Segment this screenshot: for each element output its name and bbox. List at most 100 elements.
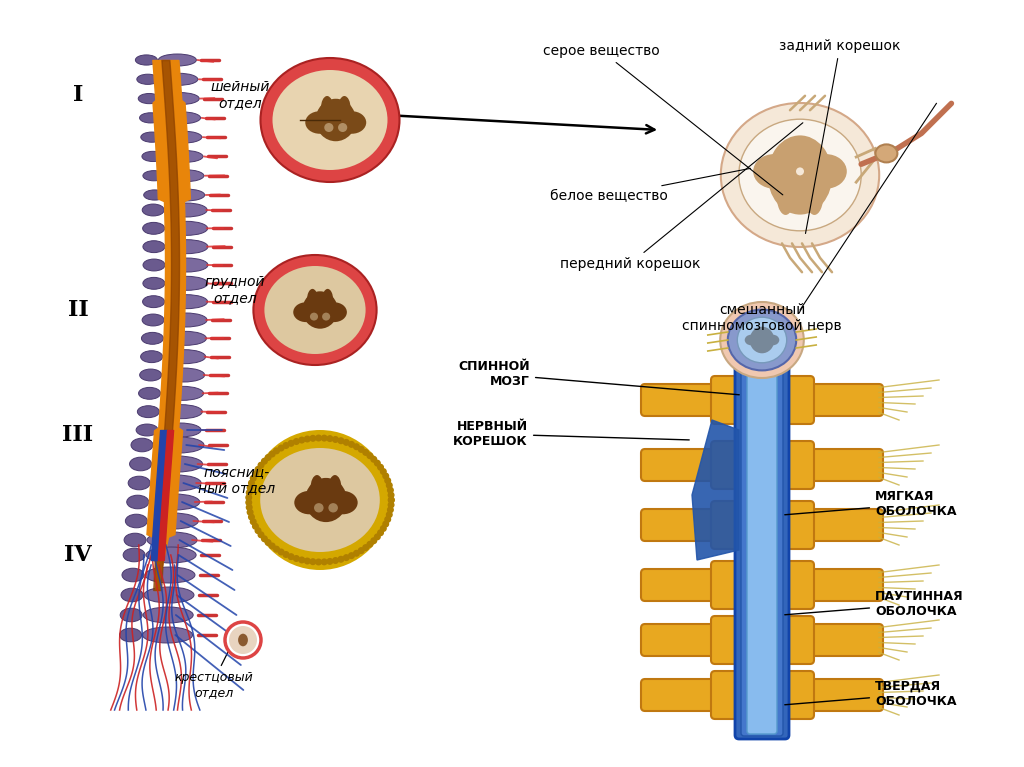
Circle shape bbox=[279, 445, 284, 451]
Ellipse shape bbox=[121, 588, 143, 602]
Circle shape bbox=[375, 460, 380, 466]
Ellipse shape bbox=[805, 154, 847, 189]
Text: белое вещество: белое вещество bbox=[550, 168, 751, 203]
Circle shape bbox=[338, 547, 342, 551]
FancyBboxPatch shape bbox=[735, 361, 790, 739]
Circle shape bbox=[383, 473, 388, 479]
Ellipse shape bbox=[721, 103, 880, 247]
Circle shape bbox=[333, 436, 338, 443]
Ellipse shape bbox=[123, 548, 145, 561]
Circle shape bbox=[261, 479, 266, 484]
Ellipse shape bbox=[260, 448, 380, 552]
Ellipse shape bbox=[322, 302, 347, 322]
Ellipse shape bbox=[138, 94, 160, 104]
Text: грудной
отдел: грудной отдел bbox=[205, 275, 265, 305]
Circle shape bbox=[258, 505, 263, 510]
Ellipse shape bbox=[329, 475, 342, 502]
Ellipse shape bbox=[125, 514, 147, 528]
Circle shape bbox=[273, 546, 280, 552]
Circle shape bbox=[265, 455, 271, 460]
Circle shape bbox=[362, 449, 369, 456]
Circle shape bbox=[371, 522, 376, 526]
Circle shape bbox=[249, 514, 254, 520]
Ellipse shape bbox=[161, 405, 203, 419]
Circle shape bbox=[360, 462, 366, 467]
Circle shape bbox=[381, 525, 386, 532]
Circle shape bbox=[385, 517, 390, 522]
FancyBboxPatch shape bbox=[810, 569, 883, 601]
Ellipse shape bbox=[144, 587, 194, 603]
Ellipse shape bbox=[239, 634, 248, 647]
Ellipse shape bbox=[159, 54, 197, 66]
Ellipse shape bbox=[166, 222, 208, 235]
Text: II: II bbox=[68, 299, 88, 321]
Circle shape bbox=[261, 459, 267, 464]
Ellipse shape bbox=[131, 438, 153, 452]
Ellipse shape bbox=[164, 350, 206, 364]
Circle shape bbox=[388, 507, 393, 512]
Circle shape bbox=[248, 509, 253, 515]
Ellipse shape bbox=[260, 58, 399, 182]
Circle shape bbox=[299, 437, 304, 443]
Circle shape bbox=[268, 467, 273, 472]
Circle shape bbox=[279, 549, 284, 555]
Ellipse shape bbox=[728, 310, 797, 370]
FancyBboxPatch shape bbox=[641, 569, 714, 601]
Ellipse shape bbox=[328, 491, 357, 515]
Ellipse shape bbox=[293, 302, 318, 322]
Circle shape bbox=[386, 482, 392, 488]
Circle shape bbox=[269, 543, 275, 548]
Text: задний корешок: задний корешок bbox=[779, 39, 901, 233]
Circle shape bbox=[327, 436, 333, 441]
Circle shape bbox=[377, 498, 382, 502]
Ellipse shape bbox=[154, 437, 204, 453]
Ellipse shape bbox=[137, 74, 159, 84]
Circle shape bbox=[315, 559, 322, 565]
Ellipse shape bbox=[321, 96, 334, 122]
Text: крестцовый
отдел: крестцовый отдел bbox=[175, 671, 253, 699]
FancyBboxPatch shape bbox=[641, 449, 714, 481]
Circle shape bbox=[370, 472, 375, 477]
Ellipse shape bbox=[120, 628, 141, 642]
Ellipse shape bbox=[738, 119, 861, 231]
Circle shape bbox=[310, 559, 315, 565]
Text: СПИННОЙ
МОЗГ: СПИННОЙ МОЗГ bbox=[459, 360, 739, 395]
FancyBboxPatch shape bbox=[810, 449, 883, 481]
FancyBboxPatch shape bbox=[741, 364, 783, 736]
Circle shape bbox=[386, 512, 392, 518]
Circle shape bbox=[338, 557, 344, 562]
Circle shape bbox=[322, 436, 327, 441]
Circle shape bbox=[248, 485, 253, 491]
Ellipse shape bbox=[302, 291, 338, 329]
Circle shape bbox=[353, 551, 359, 556]
Ellipse shape bbox=[325, 123, 334, 132]
FancyBboxPatch shape bbox=[746, 366, 777, 734]
Ellipse shape bbox=[166, 295, 208, 308]
Circle shape bbox=[253, 471, 258, 476]
Circle shape bbox=[294, 556, 299, 561]
Ellipse shape bbox=[139, 113, 162, 123]
Circle shape bbox=[349, 453, 354, 459]
Ellipse shape bbox=[250, 430, 390, 570]
Ellipse shape bbox=[148, 513, 199, 529]
Ellipse shape bbox=[159, 423, 201, 437]
Circle shape bbox=[284, 443, 289, 448]
Ellipse shape bbox=[135, 55, 158, 65]
Circle shape bbox=[279, 458, 284, 463]
Ellipse shape bbox=[225, 622, 261, 658]
Ellipse shape bbox=[150, 494, 200, 510]
FancyBboxPatch shape bbox=[810, 624, 883, 656]
Ellipse shape bbox=[264, 266, 366, 354]
Ellipse shape bbox=[806, 176, 823, 215]
Circle shape bbox=[258, 532, 264, 538]
Circle shape bbox=[294, 439, 299, 444]
Ellipse shape bbox=[122, 568, 144, 582]
Circle shape bbox=[349, 442, 354, 447]
Circle shape bbox=[269, 529, 274, 534]
Ellipse shape bbox=[338, 123, 347, 132]
Ellipse shape bbox=[310, 475, 324, 502]
Circle shape bbox=[333, 558, 338, 563]
Circle shape bbox=[371, 456, 377, 462]
Circle shape bbox=[293, 545, 298, 550]
Circle shape bbox=[307, 548, 312, 554]
